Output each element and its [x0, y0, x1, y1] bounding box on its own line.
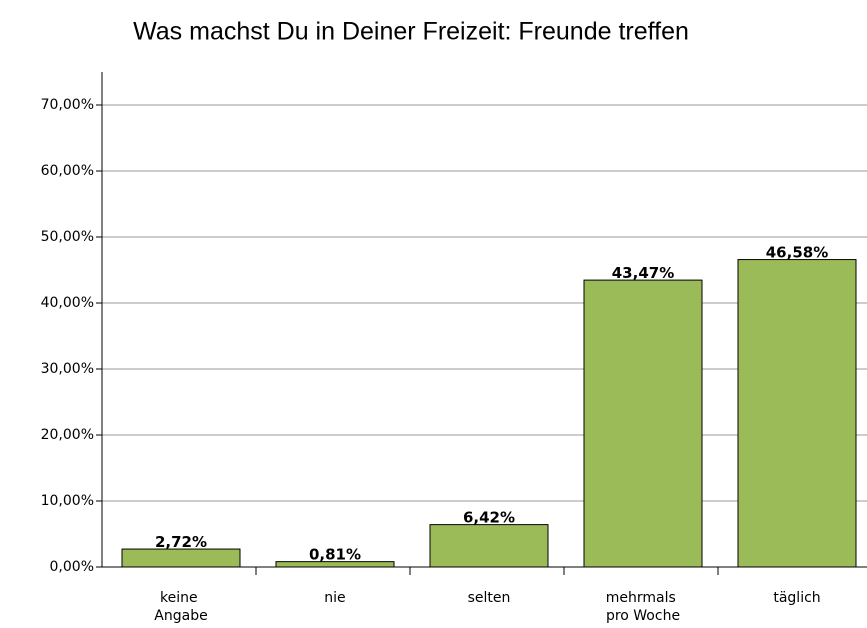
chart-title: Was machst Du in Deiner Freizeit: Freund…: [133, 18, 689, 46]
value-label: 0,81%: [309, 546, 361, 564]
value-label: 6,42%: [463, 509, 515, 527]
value-label: 2,72%: [155, 533, 207, 551]
bar: [583, 279, 703, 568]
x-tick-label: nie: [324, 590, 345, 606]
x-tick-label: keine Angabe: [154, 590, 207, 624]
y-tick-label: 10,00%: [41, 493, 94, 509]
x-tick-label: mehrmals pro Woche: [606, 590, 680, 624]
y-tick-label: 40,00%: [41, 295, 94, 311]
y-tick-label: 70,00%: [41, 97, 94, 113]
y-tick-label: 30,00%: [41, 361, 94, 377]
bar: [121, 548, 241, 568]
bar: [429, 524, 549, 568]
value-label: 46,58%: [766, 244, 828, 262]
x-tick-label: selten: [468, 590, 511, 606]
y-tick-label: 0,00%: [50, 559, 94, 575]
bar: [737, 259, 857, 568]
y-tick-label: 20,00%: [41, 427, 94, 443]
bar: [275, 561, 395, 568]
x-tick-label: täglich: [773, 590, 820, 606]
y-tick-label: 60,00%: [41, 163, 94, 179]
y-tick-label: 50,00%: [41, 229, 94, 245]
value-label: 43,47%: [612, 264, 674, 282]
